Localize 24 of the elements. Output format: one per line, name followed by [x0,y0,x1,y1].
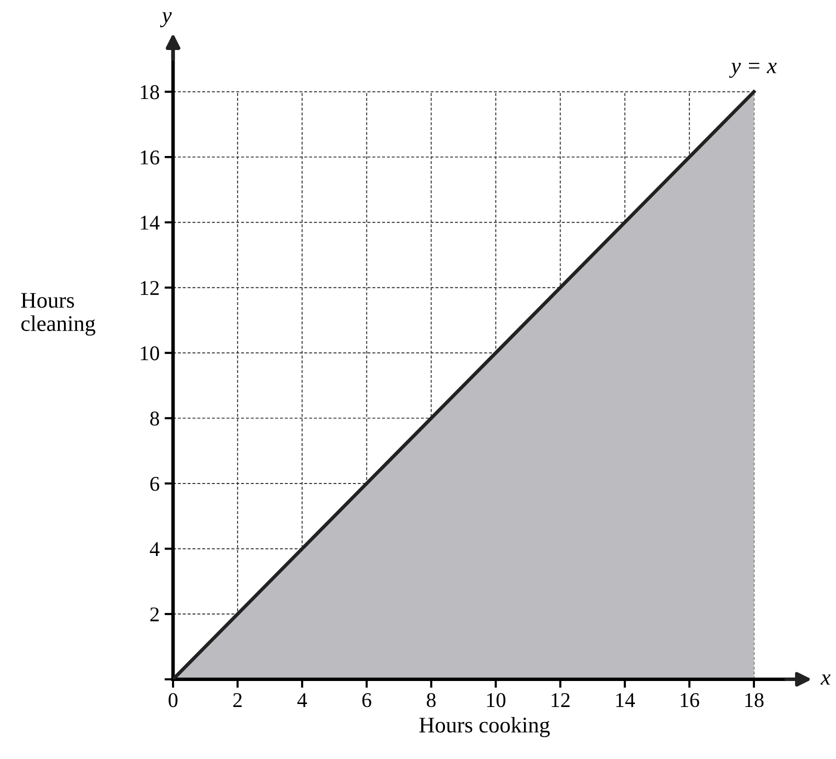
text: x [820,674,830,685]
y-axis-title: Hours cleaning [21,293,96,336]
y-tick-label: 18 [140,85,160,100]
x-tick-label: 2 [233,693,242,707]
x-tick-label: 6 [362,693,372,708]
x-tick-label: 4 [297,693,308,707]
x-tick-label: 18 [745,693,764,708]
y-tick-label: 10 [140,346,160,360]
y-tick-label: 14 [140,216,160,230]
x-tick-label: 14 [616,693,635,707]
x-tick-label: 16 [680,693,700,708]
annotation: y = x [729,62,777,78]
x-tick-label: 12 [552,693,570,707]
x-tick-label: 10 [487,693,506,708]
y-tick-label: 8 [150,412,160,426]
text: y [160,12,172,28]
y-tick-label: 2 [150,607,159,622]
y-tick-label: 16 [140,150,160,164]
x-tick-label: 8 [426,693,436,708]
x-axis-title: Hours cooking [419,716,550,738]
y-tick-label: 12 [140,281,159,295]
x-tick-label: 0 [168,693,178,708]
y-tick-label: 6 [150,476,160,491]
y-tick-label: 4 [150,542,160,556]
